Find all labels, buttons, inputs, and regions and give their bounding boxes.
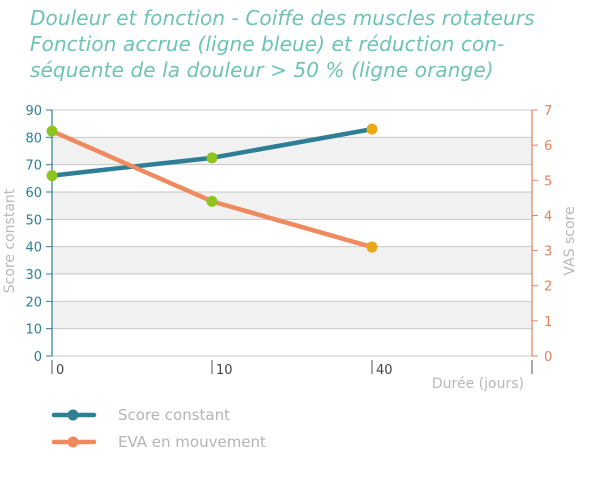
y-right-tick-label-5: 5	[544, 174, 552, 189]
x-tick-label-10: 10	[216, 363, 233, 378]
y-right-axis-title: VAS score	[562, 206, 578, 275]
legend-marker-1	[67, 409, 79, 421]
y-right-tick-label-1: 1	[544, 315, 552, 330]
y-left-tick-label-60: 60	[25, 186, 42, 201]
legend-marker-2	[67, 436, 79, 448]
series-2-point-40	[366, 241, 378, 253]
y-left-tick-label-0: 0	[34, 350, 42, 365]
x-tick-label-0: 0	[56, 363, 64, 378]
y-right-tick-label-6: 6	[544, 139, 552, 154]
chart-title-line-3: séquente de la douleur > 50 % (ligne ora…	[30, 58, 494, 82]
series-1-point-40	[366, 123, 378, 135]
series-2-point-10	[206, 195, 218, 207]
y-left-tick-label-30: 30	[25, 268, 42, 283]
y-left-tick-label-20: 20	[25, 295, 42, 310]
y-left-tick-label-50: 50	[25, 213, 42, 228]
series-2-point-0	[46, 125, 58, 137]
plot-band	[52, 246, 532, 274]
chart-title-line-2: Fonction accrue (ligne bleue) et réducti…	[30, 32, 505, 56]
y-left-tick-label-90: 90	[25, 104, 42, 119]
series-1-point-10	[206, 152, 218, 164]
y-left-tick-label-10: 10	[25, 323, 42, 338]
legend-label-2: EVA en mouvement	[118, 433, 266, 451]
y-right-tick-label-2: 2	[544, 280, 552, 295]
y-left-axis-title: Score constant	[2, 188, 18, 293]
y-right-tick-label-7: 7	[544, 104, 552, 119]
y-left-tick-label-80: 80	[25, 131, 42, 146]
y-left-tick-label-40: 40	[25, 241, 42, 256]
x-axis-title: Durée (jours)	[432, 376, 524, 392]
x-tick-label-40: 40	[376, 363, 393, 378]
series-1-point-0	[46, 170, 58, 182]
plot-band	[52, 192, 532, 220]
y-right-tick-label-3: 3	[544, 245, 552, 260]
chart-title-line-1: Douleur et fonction - Coiffe des muscles…	[30, 6, 535, 30]
y-right-tick-label-4: 4	[544, 209, 552, 224]
plot-band	[52, 301, 532, 329]
legend-label-1: Score constant	[118, 406, 230, 424]
y-left-tick-label-70: 70	[25, 159, 42, 174]
y-right-tick-label-0: 0	[544, 350, 552, 365]
